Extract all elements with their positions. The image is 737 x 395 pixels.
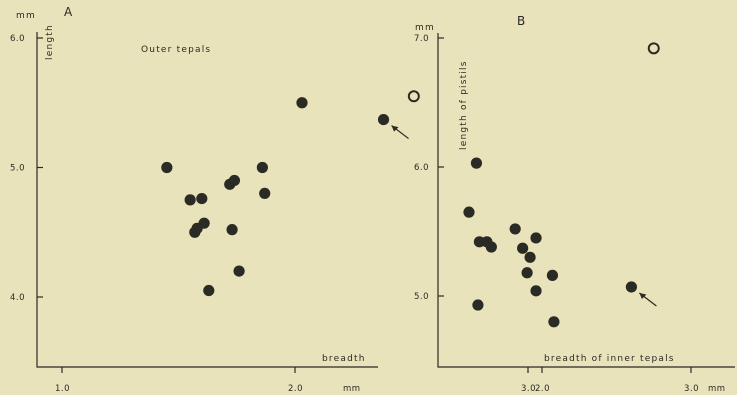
panel-a-data-point	[184, 194, 196, 206]
panel-a-x-tick-label: 2.0	[288, 384, 303, 394]
panel-a-y-tick-label: 5.0	[10, 164, 25, 174]
panel-a-data-point	[259, 187, 271, 199]
panel-b-data-point	[485, 241, 497, 253]
panel-a-data-point	[196, 192, 208, 205]
panel-b-data-point	[524, 251, 536, 263]
panel-b-label: B	[517, 14, 525, 28]
panel-a-x-unit: mm	[343, 384, 361, 394]
panel-a-data-point	[161, 161, 173, 174]
panel-b-data-point	[463, 206, 475, 218]
panel-a-data-point	[203, 284, 215, 297]
panel-b-data-point	[625, 281, 638, 293]
panel-a-data-point	[198, 217, 210, 229]
panel-a-arrow-head	[391, 125, 399, 132]
panel-b-data-point	[521, 267, 533, 279]
panel-b-data-point	[509, 223, 521, 235]
panel-a-y-tick-label: 4.0	[10, 293, 25, 303]
panel-a-y-label: length	[45, 24, 55, 60]
panel-a-data-point	[296, 97, 308, 109]
panel-b-plot: 5.06.07.02.0 3.0	[414, 34, 699, 394]
panel-b-y-label: length of pistils	[459, 60, 469, 150]
panel-a-data-point	[377, 113, 390, 126]
panel-b-data-point	[517, 242, 529, 254]
panel-a-y-unit: mm	[16, 11, 36, 21]
panel-a-x-tick-label: 3.0	[521, 384, 536, 394]
panel-b-x-tick-label: 3.0	[684, 384, 699, 394]
panel-a-title: Outer tepals	[141, 45, 211, 55]
panel-a-label: A	[64, 5, 73, 19]
panel-a-x-label: breadth	[322, 354, 366, 364]
panel-b-data-point	[546, 269, 559, 281]
panel-b-data-point	[470, 157, 483, 169]
panel-b-data-point	[548, 316, 560, 328]
panel-a-plot: 4.0 5.0 6.0 1.0 2.0 3.0	[10, 34, 536, 394]
panel-a-data-point	[233, 265, 245, 277]
panel-a-axes	[36, 32, 378, 368]
panel-b-x-tick-label: 2.0	[535, 384, 550, 394]
panel-b-y-tick-label: 7.0	[414, 34, 429, 44]
panel-b-data-point	[530, 232, 542, 244]
panel-b-x-unit: mm	[708, 384, 726, 394]
panel-b-y-tick-label: 6.0	[414, 163, 429, 173]
panel-a-open-point	[407, 90, 420, 103]
panel-b-y-tick-label: 5.0	[414, 292, 429, 302]
panel-b-data-point	[472, 299, 484, 311]
panel-b-y-unit: mm	[415, 23, 435, 33]
panel-b-axes	[437, 33, 735, 368]
panel-a-y-tick-label: 6.0	[10, 34, 25, 44]
panel-b-open-point	[647, 42, 660, 55]
panel-b-x-label: breadth of inner tepals	[544, 354, 675, 364]
panel-a-data-point	[228, 174, 241, 187]
panel-a-x-tick-label: 1.0	[55, 384, 70, 394]
panel-b-data-point	[530, 285, 542, 297]
panel-a-data-point	[256, 161, 268, 174]
panel-b-arrow-head	[639, 292, 647, 299]
panel-a-data-point	[226, 224, 238, 236]
